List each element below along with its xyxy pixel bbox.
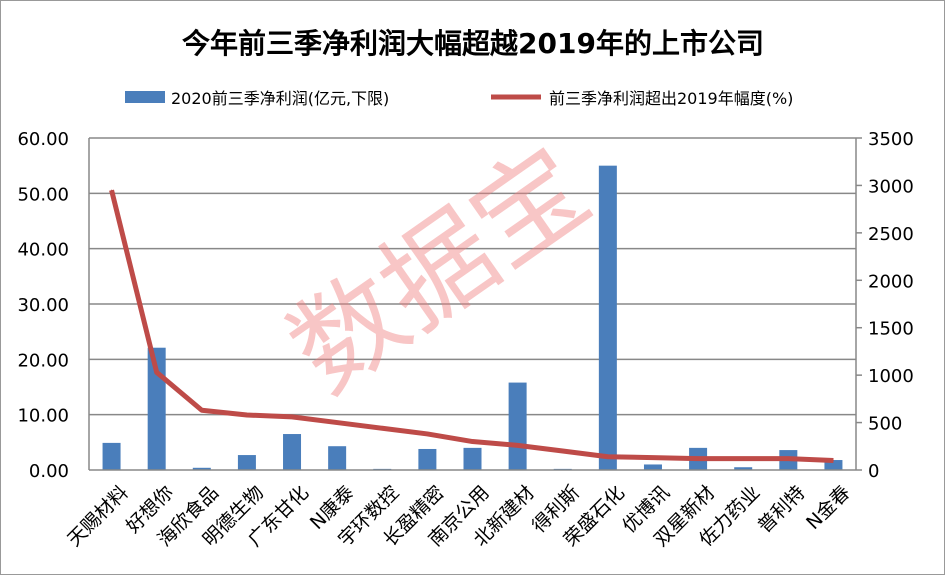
right-tick-label: 3000 [868, 176, 914, 197]
line-point [156, 371, 158, 373]
line-point [426, 433, 428, 435]
line-point [562, 450, 564, 452]
line-point [472, 441, 473, 443]
right-tick-label: 2000 [868, 271, 914, 292]
bar [237, 455, 256, 470]
bar [734, 467, 753, 470]
right-tick-label: 0 [868, 461, 879, 482]
right-tick-label: 3500 [868, 129, 914, 150]
bar [418, 448, 437, 470]
line-point [517, 444, 519, 446]
right-tick-label: 2500 [868, 224, 914, 245]
right-tick-label: 500 [868, 414, 902, 435]
bar [463, 447, 482, 470]
line-point [697, 458, 699, 460]
bar [328, 446, 347, 470]
category-label: 天赐材料 [63, 482, 132, 551]
right-tick-label: 1000 [868, 366, 914, 387]
bar [824, 460, 843, 470]
line-point [336, 422, 338, 424]
left-tick-label: 20.00 [17, 350, 69, 371]
bar [192, 467, 211, 470]
bar [598, 165, 617, 470]
left-tick-label: 40.00 [17, 240, 69, 261]
left-tick-label: 30.00 [17, 295, 69, 316]
legend: 2020前三季净利润(亿元,下限) 前三季净利润超出2019年幅度(%) [125, 89, 793, 108]
legend-line-label: 前三季净利润超出2019年幅度(%) [549, 89, 793, 108]
line-point [652, 457, 654, 459]
bar [643, 464, 662, 470]
right-tick-label: 1500 [868, 319, 914, 340]
line-point [381, 427, 383, 429]
line-point [742, 458, 744, 460]
legend-bar-label: 2020前三季净利润(亿元,下限) [171, 89, 389, 108]
left-tick-label: 50.00 [17, 184, 69, 205]
bar [508, 382, 527, 470]
line-point [291, 416, 293, 418]
line-point [201, 409, 203, 411]
bar [102, 442, 121, 470]
line-point [832, 460, 834, 462]
left-tick-label: 0.00 [29, 461, 69, 482]
watermark: 数据宝 [267, 123, 611, 417]
category-label: N金春 [802, 482, 854, 534]
line-point [246, 414, 248, 416]
category-label: 普利特 [754, 482, 810, 538]
bar [283, 434, 302, 470]
line-point [607, 456, 609, 458]
left-tick-label: 60.00 [17, 129, 69, 150]
chart-title: 今年前三季净利润大幅超越2019年的上市公司 [182, 27, 764, 60]
line-point [111, 189, 113, 191]
line-point [787, 458, 789, 460]
legend-bar-swatch [125, 91, 165, 103]
left-tick-label: 10.00 [17, 406, 69, 427]
